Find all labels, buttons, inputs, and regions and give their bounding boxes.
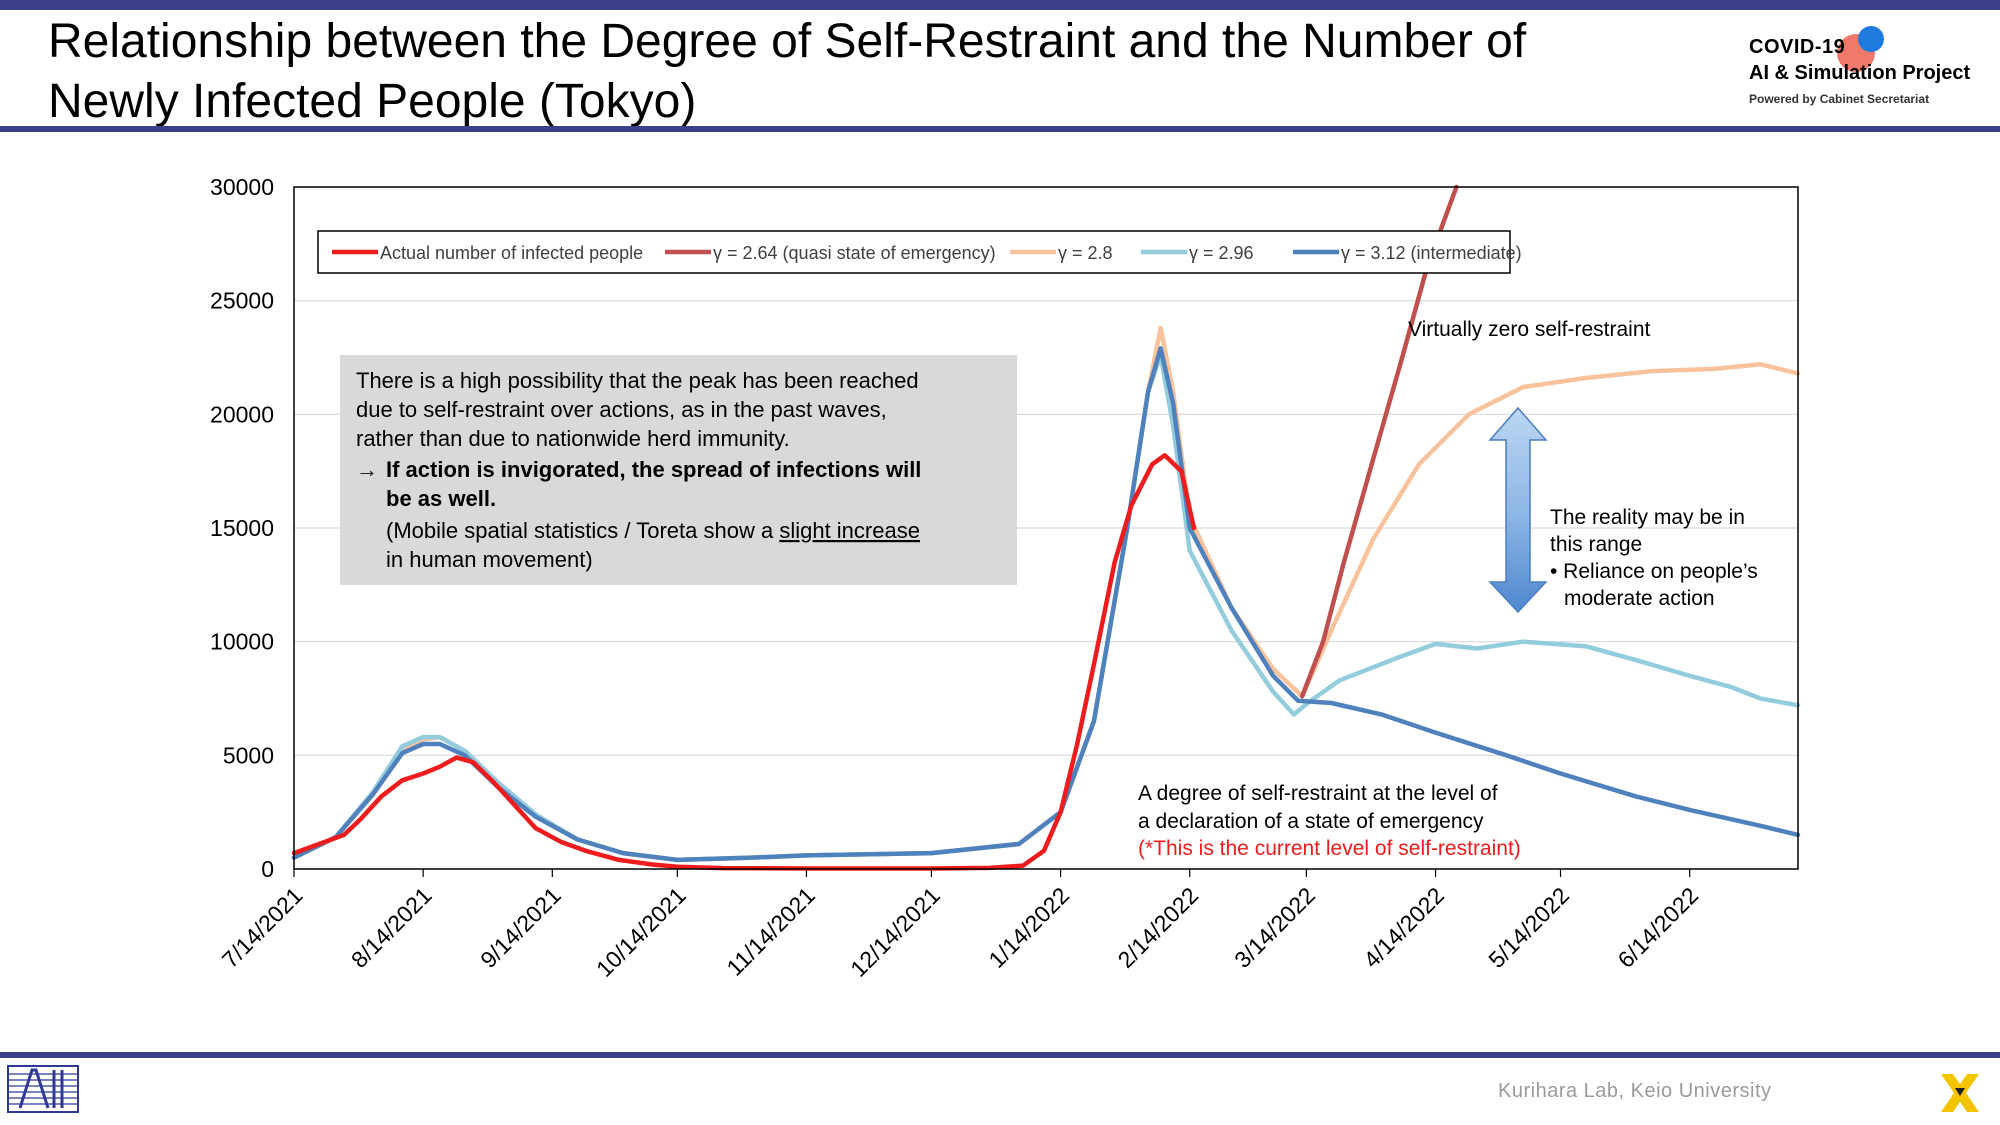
info-bold-line-2: be as well. [386,486,496,511]
range-double-arrow [1488,406,1548,614]
info-note-prefix: (Mobile spatial statistics / Toreta show… [386,518,779,543]
logo-line-2: AI & Simulation Project [1749,62,1971,84]
top-accent-bar [0,0,2000,10]
x-tick-label: 9/14/2021 [475,882,566,973]
legend: Actual number of infected people γ = 2.64… [317,230,1522,274]
zero-restraint-label: Virtually zero self-restraint [1408,318,1651,341]
info-bold-line-1: If action is invigorated, the spread of … [386,457,921,482]
legend-label-3: γ = 2.96 [1189,243,1254,263]
series-line-0 [291,453,1197,871]
x-tick-label: 10/14/2021 [591,882,691,982]
y-tick-label: 5000 [223,742,274,768]
range-label-line-2: this range [1550,533,1642,556]
legend-label-0: Actual number of infected people [380,243,643,263]
info-line-3: rather than due to nationwide herd immun… [356,426,790,451]
range-label-line-1: The reality may be in [1550,506,1745,529]
y-tick-label: 30000 [210,174,274,200]
x-tick-label: 4/14/2022 [1358,882,1449,973]
info-line-2: due to self-restraint over actions, as i… [356,397,887,422]
emergency-label-line-3: (*This is the current level of self-rest… [1138,837,1521,860]
x-tick-label: 3/14/2022 [1229,882,1320,973]
info-box-background [340,355,1017,585]
info-arrow: → [356,457,378,482]
logo-line-3: Powered by Cabinet Secretariat [1749,92,1930,106]
emergency-label-line-2: a declaration of a state of emergency [1138,810,1484,833]
x-tick-label: 5/14/2022 [1483,882,1574,973]
legend-label-1: γ = 2.64 (quasi state of emergency) [713,243,996,263]
infection-chart: 0 5000 10000 15000 20000 25000 30000 7/14/2021 8… [210,174,1801,982]
info-note-underlined: slight increase [779,518,920,543]
plot-area-frame [293,186,1799,870]
y-tick-label: 20000 [210,401,274,427]
x-mark-icon [1941,1074,1979,1112]
keio-lab-logo [7,1065,79,1113]
x-tick-label: 6/14/2022 [1612,882,1703,973]
emergency-label-line-1: A degree of self-restraint at the level … [1138,782,1498,805]
x-tick-label: 1/14/2022 [983,882,1074,973]
title-line-2: Newly Infected People (Tokyo) [48,75,697,128]
x-tick-label: 7/14/2021 [217,882,308,973]
info-box: There is a high possibility that the pea… [340,355,1017,585]
footer-divider [0,1052,2000,1058]
x-tick-label: 11/14/2021 [721,882,820,981]
project-logo: COVID-19 AI & Simulation Project Powered… [1745,20,1985,120]
legend-label-4: γ = 3.12 (intermediate) [1341,243,1522,263]
page-title: Relationship between the Degree of Self-… [48,12,1688,132]
range-label-line-3: • Reliance on people’s [1550,560,1758,583]
info-note-line-1: (Mobile spatial statistics / Toreta show… [386,518,920,543]
series-line-4 [291,346,1801,863]
info-line-1: There is a high possibility that the pea… [356,368,919,393]
y-tick-label: 10000 [210,629,274,655]
logo-blue-circle [1858,26,1884,52]
logo-line-1: COVID-19 [1749,36,1846,58]
title-line-1: Relationship between the Degree of Self-… [48,15,1527,68]
info-note-line-2: in human movement) [386,547,593,572]
footer-credit: Kurihara Lab, Keio University [1498,1080,1772,1102]
x-tick-label: 8/14/2021 [346,882,437,973]
y-tick-label: 25000 [210,288,274,314]
x-tick-label: 2/14/2022 [1113,882,1204,973]
title-divider [0,126,2000,132]
y-tick-label: 0 [261,856,274,882]
y-tick-label: 15000 [210,515,274,541]
x-tick-label: 12/14/2021 [845,882,945,982]
range-label-line-4: moderate action [1564,587,1715,610]
legend-label-2: γ = 2.8 [1058,243,1113,263]
